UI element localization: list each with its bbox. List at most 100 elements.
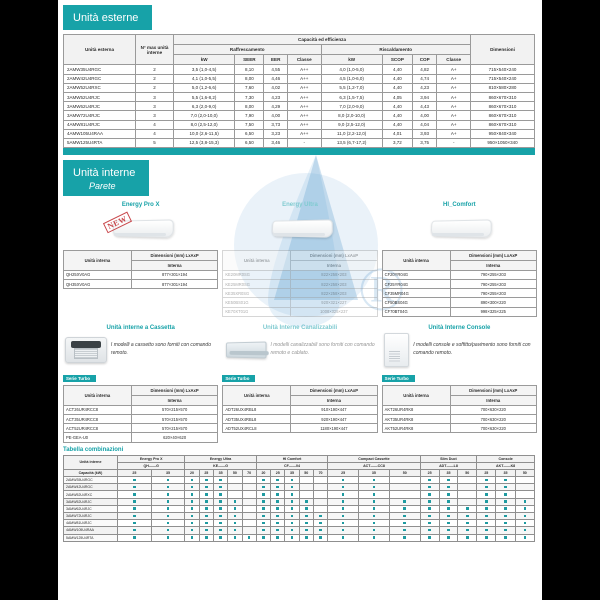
- compatible-dot-icon: [466, 507, 469, 510]
- combination-dot-cell: [438, 504, 459, 514]
- combination-empty-cell: [312, 483, 329, 492]
- compatible-dot-icon: [233, 528, 237, 532]
- compatible-dot-icon: [304, 536, 308, 539]
- compatible-dot-icon: [372, 500, 376, 503]
- outdoor-dimensions: 860×670×310: [470, 101, 535, 112]
- table-row: ACT35UR4RCC8 570×215×570: [63, 413, 219, 425]
- combination-dot-cell: [438, 519, 459, 528]
- th-seer: SEER: [234, 54, 265, 66]
- panel-title-hi-comfort: HI_Comfort: [442, 201, 476, 208]
- table-row: CF50BS04G 890×300×220: [381, 297, 537, 308]
- unit-dimensions: 998×325×225: [449, 306, 537, 317]
- compatible-dot-icon: [403, 507, 407, 510]
- combination-dot-cell: [457, 511, 478, 521]
- outdoor-scop: 4,05: [381, 91, 413, 103]
- wall-unit-illustration: [269, 219, 333, 239]
- combination-dot-cell: [419, 519, 440, 528]
- table-row: KE35XR0SG 822×258×203: [222, 288, 378, 299]
- outdoor-cool-classe: A++: [286, 82, 322, 93]
- compatible-dot-icon: [341, 478, 345, 482]
- th-capacity: Capacità ed efficienza: [173, 34, 471, 46]
- th-cap-4-2: 50: [457, 468, 478, 478]
- combination-dot-cell: [117, 497, 152, 506]
- combination-dot-cell: [198, 490, 214, 499]
- unit-dimensions: 700×630×220: [449, 413, 537, 425]
- compatible-dot-icon: [319, 514, 322, 518]
- combination-dot-cell: [327, 490, 360, 499]
- table-row: 5AMW125U4RTA 5 12,5 (3,8-15,3) 6,50 3,46-13,…: [63, 137, 535, 149]
- combination-empty-cell: [227, 483, 243, 492]
- compatible-dot-icon: [523, 500, 527, 503]
- compatible-dot-icon: [190, 521, 194, 525]
- combination-dot-cell: [438, 533, 459, 542]
- compatible-dot-icon: [304, 528, 308, 532]
- combination-dot-cell: [419, 483, 440, 492]
- wall-unit-illustration: NEW: [102, 212, 174, 239]
- outdoor-model: 2AMW35U4RGC: [63, 64, 136, 75]
- th-cap-5-2: 50: [514, 468, 536, 478]
- combination-dot-cell: [298, 497, 314, 506]
- table-header-row: Unità interna Dimensioni (mm) LxAxP: [381, 384, 537, 406]
- compatible-dot-icon: [290, 514, 294, 518]
- combination-empty-cell: [457, 490, 478, 499]
- table-row: 3AMW52U4RJC: [63, 497, 536, 506]
- compatible-dot-icon: [190, 507, 194, 510]
- outdoor-seer: 7,30: [234, 91, 265, 103]
- combination-dot-cell: [419, 526, 440, 535]
- combination-empty-cell: [312, 497, 329, 506]
- unit-dimensions: 570×215×570: [130, 413, 219, 425]
- unit-code: KE25MR0SG: [222, 278, 292, 290]
- unit-dimensions: 1008×325×237: [290, 306, 378, 317]
- combination-dot-cell: [327, 483, 360, 492]
- combination-dot-cell: [227, 497, 243, 506]
- compatible-dot-icon: [428, 514, 431, 518]
- th-interna: Interna: [130, 394, 219, 406]
- outdoor-cool-kw: 6,3 (2,0-9,0): [172, 101, 236, 112]
- teal-divider-bar: [63, 148, 535, 156]
- combination-dot-cell: [298, 511, 314, 521]
- unit-dimensions: 877×301×194: [130, 269, 219, 281]
- compatible-dot-icon: [372, 528, 376, 532]
- outdoor-cool-classe: -: [286, 137, 322, 149]
- th-group-1: Energy Ultra: [184, 454, 257, 463]
- compatible-dot-icon: [219, 528, 222, 532]
- table-row: KE20MR0SG 822×258×203: [222, 269, 378, 281]
- outdoor-scop: 4,40: [381, 64, 413, 75]
- outdoor-cop: 3,93: [411, 128, 438, 139]
- outdoor-dimensions: 715×540×240: [470, 73, 535, 84]
- table-row: KE50BS01G 920×321×227: [222, 297, 378, 308]
- combination-model: 5AMW125U4RTA: [63, 533, 118, 542]
- compatible-dot-icon: [485, 492, 488, 496]
- combination-dot-cell: [284, 533, 300, 542]
- compatible-dot-icon: [233, 507, 237, 510]
- compatible-dot-icon: [485, 528, 488, 532]
- combination-dot-cell: [298, 526, 314, 535]
- combination-dot-cell: [358, 483, 390, 492]
- table-row: ADT35UX4RBL8 920×190×447: [222, 413, 378, 425]
- compatible-dot-icon: [190, 500, 194, 503]
- compatible-dot-icon: [341, 492, 345, 496]
- compatible-dot-icon: [485, 485, 488, 489]
- wall-unit-illustration: [428, 219, 493, 239]
- outdoor-cool-classe: A++: [286, 91, 322, 103]
- compatible-dot-icon: [447, 514, 450, 518]
- compatible-dot-icon: [276, 478, 280, 482]
- serie-turbo-chip: Serie Turbo: [381, 374, 415, 383]
- combination-dot-cell: [255, 533, 272, 542]
- combination-model: 2AMW42U4RGC: [63, 483, 118, 492]
- outdoor-cool-classe: A++: [286, 128, 322, 139]
- combination-dot-cell: [150, 504, 186, 514]
- combination-dot-cell: [358, 526, 390, 535]
- outdoor-dimensions: 860×670×310: [470, 91, 535, 103]
- compatible-dot-icon: [166, 521, 170, 525]
- outdoor-heat-classe: A+: [436, 73, 471, 84]
- compatible-dot-icon: [341, 485, 345, 489]
- combination-model: 4AMW105U4RAA: [63, 526, 118, 535]
- combination-dot-cell: [227, 504, 243, 514]
- compatible-dot-icon: [523, 528, 527, 532]
- combination-dot-cell: [298, 533, 314, 542]
- th-unit: Unità interna: [222, 249, 292, 271]
- combination-dot-cell: [312, 511, 329, 521]
- compatible-dot-icon: [372, 514, 376, 518]
- compatible-dot-icon: [485, 521, 488, 525]
